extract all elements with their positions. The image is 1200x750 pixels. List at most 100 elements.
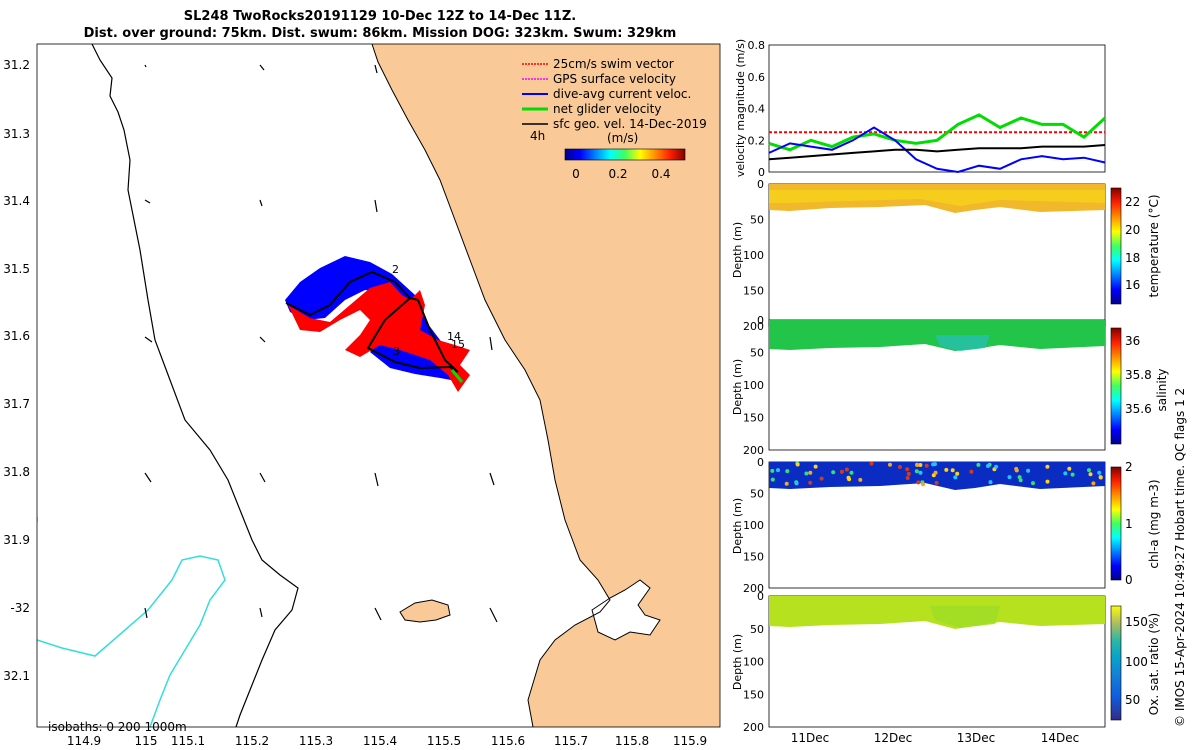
geo-arrow [489,336,493,351]
title-line-1: SL248 TwoRocks20191129 10-Dec 12Z to 14-… [183,9,577,24]
lon-tick: 115.5 [427,734,461,748]
isobath-200 [91,44,299,727]
geo-arrow [489,472,495,486]
chla-speckle [844,467,849,472]
chla-speckle [897,465,902,469]
depth-tick: 200 [743,320,764,333]
salinity-fresh-patch [935,335,990,351]
depth-tick: 200 [743,721,764,734]
oxygen-ylabel: Depth (m) [731,634,744,690]
lat-tick: 31.2 [3,58,30,72]
depth-tick: 150 [743,551,764,564]
colorbar-tick: 2 [1125,460,1133,474]
lon-tick: 115.3 [299,734,333,748]
chla-speckle [924,463,929,468]
oxygen-panel [768,595,1122,728]
chla-speckle [1067,466,1072,471]
chla-speckle [915,462,919,467]
chla-colorbar [1110,466,1122,581]
chla-speckle [906,471,911,476]
depth-tick-labels: 0501001502000501001502000501001502000501… [743,178,764,734]
chla-speckle [1098,475,1103,480]
oxygen-colorbar [1110,605,1122,721]
time-scale-label: 4h [530,129,545,143]
estuary-water [591,579,661,641]
net-glider-velocity-mark [450,369,464,383]
velocity-series-line [768,144,1106,161]
chla-speckle [808,480,813,485]
geo-arrow [259,336,266,343]
glider-track [285,256,470,392]
chla-speckle [888,462,892,467]
speed-colorbar-tick: 0.4 [651,167,670,181]
island [399,599,451,623]
depth-tick: 0 [757,590,764,603]
chla-speckle [831,470,836,475]
lon-tick: 115.2 [235,734,269,748]
chla-colorbar-label: chl-a (mg m-3) [1147,479,1161,568]
depth-tick: 0 [757,178,764,191]
colorbar-tick: 22 [1125,195,1140,209]
chla-speckle [905,476,910,480]
depth-tick: 100 [743,656,764,669]
salinity-ylabel: Depth (m) [731,359,744,415]
velocity-panel: 0 0.2 0.4 0.6 0.8 velocity magnitude (m/s) [734,39,1107,179]
lon-tick: 115.8 [615,734,649,748]
geo-arrow [259,472,266,483]
chla-speckle [770,468,775,473]
lat-tick: 31.6 [3,329,30,343]
chla-speckle [1045,479,1050,484]
lon-tick: 115.9 [673,734,707,748]
depth-tick: 150 [743,412,764,425]
depth-tick: 150 [743,688,764,701]
velocity-y-tick: 0.4 [748,103,766,116]
chla-speckle [1007,475,1012,480]
temperature-ylabel: Depth (m) [731,222,744,278]
depth-tick: 50 [750,347,764,360]
chla-speckle [839,469,844,474]
legend-label-net: net glider velocity [553,102,661,116]
track-label-15: 15 [451,338,465,351]
legend-label-swim: 25cm/s swim vector [553,57,674,71]
title-line-2: Dist. over ground: 75km. Dist. swum: 86k… [83,26,677,41]
track-label-14: 14 [447,330,461,343]
chla-speckle [921,482,926,487]
land-mass [372,44,720,727]
chla-speckle [804,471,809,476]
chla-speckle [819,476,824,481]
geo-arrow [259,607,263,618]
chla-speckle [776,468,780,473]
map-panel: 2 3 14 15 [3,43,721,748]
geo-arrow [374,607,382,621]
chla-speckle [1070,472,1075,477]
velocity-y-tick: 0.6 [748,71,766,84]
colorbar-tick: 0 [1125,573,1133,587]
salinity-colorbar [1110,327,1122,445]
time-tick-13dec: 13Dec [957,731,996,745]
geo-arrow [144,472,152,483]
geo-arrow [374,199,378,213]
chla-speckle [1063,471,1068,476]
legend-label-gps: GPS surface velocity [553,72,676,86]
map-frame [36,43,721,728]
lat-tick-labels: 31.2 31.3 31.4 31.5 31.6 31.7 31.8 31.9 … [3,58,30,683]
temperature-colorbar [1110,187,1122,305]
coastline [371,44,611,727]
lon-tick-labels: 114.9 115 115.1 115.2 115.3 115.4 115.5 … [67,734,707,748]
colorbar-tick: 1 [1125,517,1133,531]
lat-tick: -32 [10,601,30,615]
legend-label-geo: sfc geo. vel. 14-Dec-2019 [553,117,707,131]
chla-speckle [933,470,938,475]
chla-speckle [847,477,852,482]
chla-speckle [988,480,993,485]
velocity-series-line [768,126,1106,174]
colorbar-tick: 100 [1125,655,1148,669]
time-tick-11dec: 11Dec [791,731,830,745]
chla-speckle [950,468,955,473]
colorbar-tick: 18 [1125,251,1140,265]
geo-arrow [374,64,378,74]
chla-speckle [944,467,949,472]
speed-colorbar-label: (m/s) [607,131,638,145]
chla-speckle [955,471,960,476]
